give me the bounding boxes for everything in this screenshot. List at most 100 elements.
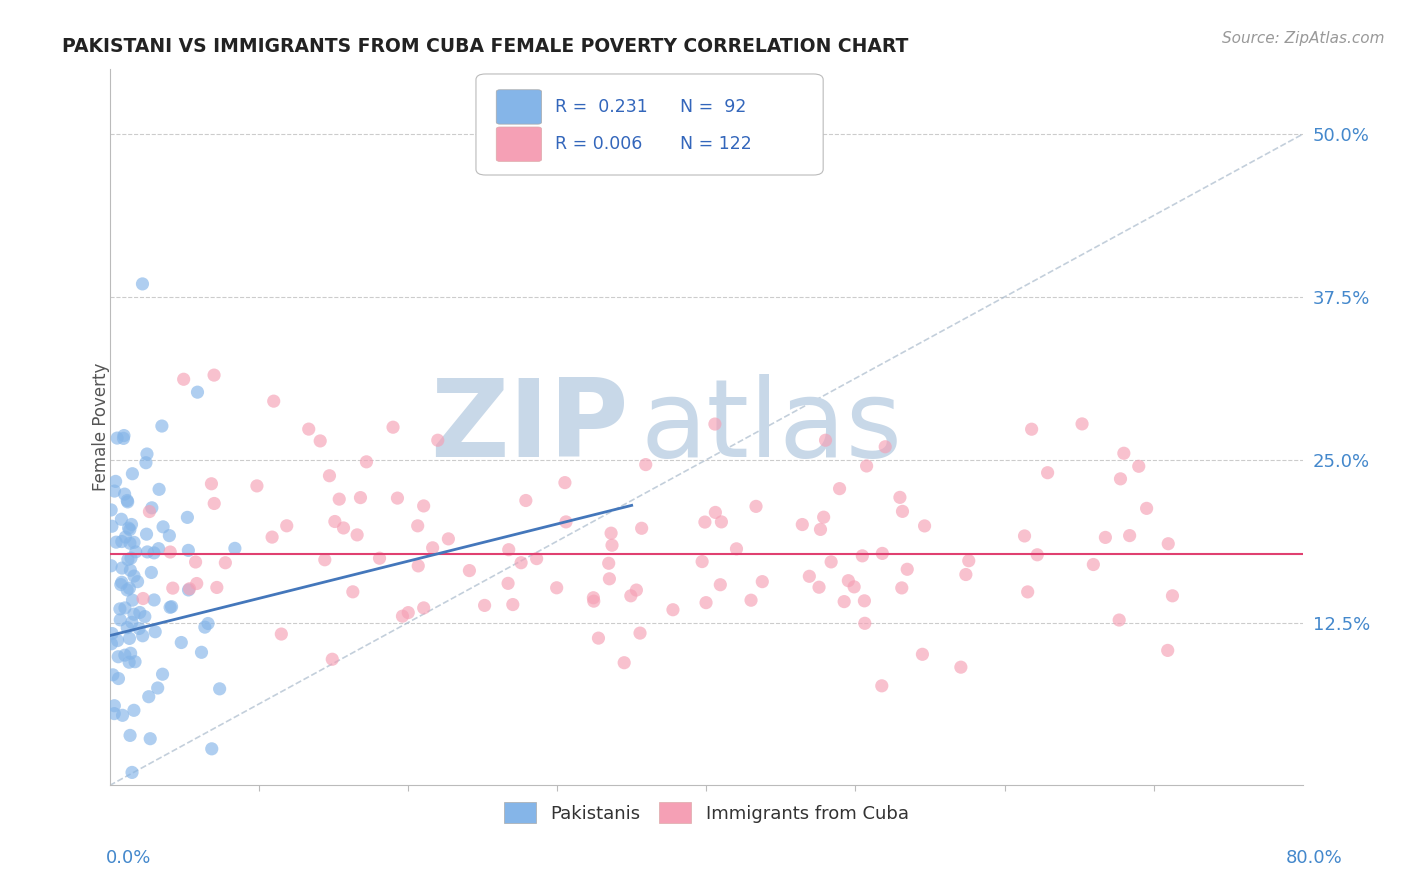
Point [391, 609, 413, 624]
Point [114, 648, 136, 662]
Point [159, 600, 181, 615]
Point [148, 541, 170, 556]
Point [101, 626, 124, 640]
Point [1014, 529, 1036, 543]
Point [135, 456, 157, 470]
Point [214, 556, 236, 570]
Point [526, 551, 548, 566]
Point [202, 368, 225, 383]
Point [382, 420, 405, 434]
Point [114, 601, 136, 615]
Point [173, 372, 195, 386]
Point [630, 521, 652, 535]
Point [150, 419, 173, 434]
Point [136, 447, 159, 461]
Point [914, 519, 936, 533]
Point [224, 541, 246, 556]
Point [957, 554, 980, 568]
Point [875, 440, 897, 454]
Point [120, 551, 142, 566]
Point [127, 574, 149, 589]
Point [134, 609, 156, 624]
Point [122, 607, 145, 622]
Point [118, 523, 141, 537]
Point [114, 530, 136, 544]
Text: 0.0%: 0.0% [105, 849, 150, 867]
Point [582, 594, 605, 608]
Point [141, 500, 163, 515]
Point [103, 706, 125, 721]
Text: R = 0.006: R = 0.006 [555, 136, 643, 153]
Point [1017, 585, 1039, 599]
Point [799, 569, 821, 583]
Point [1161, 589, 1184, 603]
Point [814, 434, 837, 448]
Point [832, 594, 855, 608]
Point [588, 631, 610, 645]
Point [162, 581, 184, 595]
Point [368, 551, 391, 566]
Point [634, 458, 657, 472]
Legend: Pakistanis, Immigrants from Cuba: Pakistanis, Immigrants from Cuba [496, 795, 915, 830]
Point [515, 493, 537, 508]
Point [205, 581, 228, 595]
Point [813, 510, 835, 524]
Point [118, 632, 141, 646]
Point [598, 556, 620, 570]
Point [114, 487, 136, 501]
Point [911, 648, 934, 662]
Point [202, 496, 225, 510]
Text: atlas: atlas [641, 375, 903, 480]
Text: N =  92: N = 92 [681, 98, 747, 116]
Point [139, 731, 162, 746]
Point [143, 624, 166, 639]
Point [146, 681, 169, 695]
Point [412, 499, 434, 513]
Point [1157, 537, 1180, 551]
Point [1071, 417, 1094, 431]
Point [458, 564, 481, 578]
Point [426, 434, 449, 448]
Point [474, 599, 496, 613]
Point [118, 536, 141, 550]
Point [496, 576, 519, 591]
Point [346, 528, 368, 542]
Point [122, 703, 145, 717]
Point [828, 482, 851, 496]
Point [820, 555, 842, 569]
Point [118, 655, 141, 669]
Point [184, 555, 207, 569]
Point [121, 467, 143, 481]
Point [853, 616, 876, 631]
Point [117, 495, 139, 509]
Point [110, 613, 132, 627]
Point [318, 468, 340, 483]
Point [582, 591, 605, 605]
Point [1112, 446, 1135, 460]
Point [128, 606, 150, 620]
Point [837, 574, 859, 588]
Point [124, 655, 146, 669]
Point [891, 504, 914, 518]
Point [342, 584, 364, 599]
Point [955, 567, 977, 582]
Point [704, 505, 727, 519]
Point [309, 434, 332, 448]
Point [321, 652, 343, 666]
Point [111, 708, 134, 723]
Point [108, 602, 131, 616]
Point [138, 504, 160, 518]
Point [117, 552, 139, 566]
Point [314, 553, 336, 567]
Point [100, 558, 122, 573]
Point [725, 541, 748, 556]
FancyBboxPatch shape [496, 90, 541, 124]
Point [870, 679, 893, 693]
Point [298, 422, 321, 436]
Point [332, 521, 354, 535]
Point [122, 535, 145, 549]
Point [100, 637, 122, 651]
Point [498, 542, 520, 557]
Point [662, 603, 685, 617]
Point [323, 515, 346, 529]
